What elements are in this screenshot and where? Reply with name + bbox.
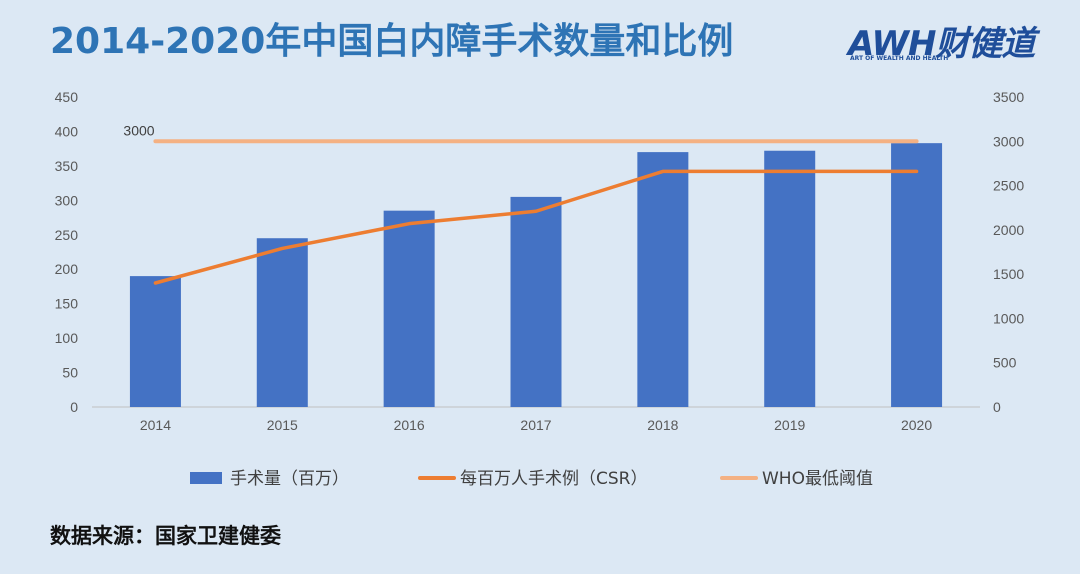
- logo-tagline: ART OF WEALTH AND HEALTH: [850, 55, 949, 62]
- left-axis-tick-label: 400: [55, 123, 79, 139]
- right-axis-tick-label: 3500: [993, 89, 1024, 105]
- x-axis-tick-label: 2017: [520, 417, 551, 433]
- line-series: [153, 139, 919, 285]
- right-axis-tick-label: 1500: [993, 266, 1024, 282]
- right-axis-tick-label: 500: [993, 355, 1017, 371]
- x-axis-tick-label: 2020: [901, 417, 932, 433]
- who-threshold-label: 3000: [123, 122, 154, 138]
- bar: [129, 276, 181, 407]
- right-axis-tick-label: 1000: [993, 310, 1024, 326]
- left-axis-tick-label: 100: [55, 330, 79, 346]
- x-axis-tick-label: 2019: [774, 417, 805, 433]
- x-axis-tick-label: 2018: [647, 417, 678, 433]
- legend-label: 手术量（百万）: [230, 469, 349, 489]
- right-axis: 0 500 1000 1500 2000 2500 3000 3500: [993, 89, 1024, 415]
- csr-line: [153, 169, 919, 285]
- legend-label: 每百万人手术例（CSR）: [460, 469, 647, 489]
- bar-series: [129, 143, 943, 407]
- x-axis-tick-label: 2014: [140, 417, 171, 433]
- legend-item: 手术量（百万）: [190, 469, 349, 489]
- legend-item: WHO最低阈值: [720, 469, 873, 489]
- legend-item: 每百万人手术例（CSR）: [418, 469, 647, 489]
- bar: [383, 210, 435, 407]
- legend-swatch: [190, 472, 222, 484]
- legend: 手术量（百万） 每百万人手术例（CSR） WHO最低阈值: [190, 469, 873, 489]
- data-source-note: 数据来源：国家卫建健委: [50, 524, 281, 548]
- annotations: 3000: [123, 122, 154, 138]
- left-axis: 0 50 100 150 200 250 300 350 400 450: [55, 89, 79, 415]
- bar: [764, 150, 816, 407]
- x-axis-tick-label: 2016: [394, 417, 425, 433]
- left-axis-tick-label: 250: [55, 227, 79, 243]
- x-axis-tick-label: 2015: [267, 417, 298, 433]
- bar: [256, 238, 308, 407]
- left-axis-tick-label: 0: [70, 399, 78, 415]
- left-axis-tick-label: 200: [55, 261, 79, 277]
- bar: [637, 152, 689, 407]
- brand-logo: AWH财健道 ART OF WEALTH AND HEALTH: [848, 16, 1048, 68]
- right-axis-tick-label: 0: [993, 399, 1001, 415]
- left-axis-tick-label: 350: [55, 158, 79, 174]
- left-axis-tick-label: 450: [55, 89, 79, 105]
- x-axis: 2014 2015 2016 2017 2018 2019 2020: [140, 417, 933, 433]
- right-axis-tick-label: 2500: [993, 178, 1024, 194]
- left-axis-tick-label: 300: [55, 192, 79, 208]
- left-axis-tick-label: 50: [62, 365, 78, 381]
- logo-wordmark: AWH财健道: [848, 24, 1035, 64]
- legend-label: WHO最低阈值: [762, 469, 873, 489]
- right-axis-tick-label: 3000: [993, 133, 1024, 149]
- bar: [891, 143, 943, 407]
- left-axis-tick-label: 150: [55, 296, 79, 312]
- page-title: 2014-2020年中国白内障手术数量和比例: [50, 21, 734, 62]
- bar: [510, 196, 562, 407]
- right-axis-tick-label: 2000: [993, 222, 1024, 238]
